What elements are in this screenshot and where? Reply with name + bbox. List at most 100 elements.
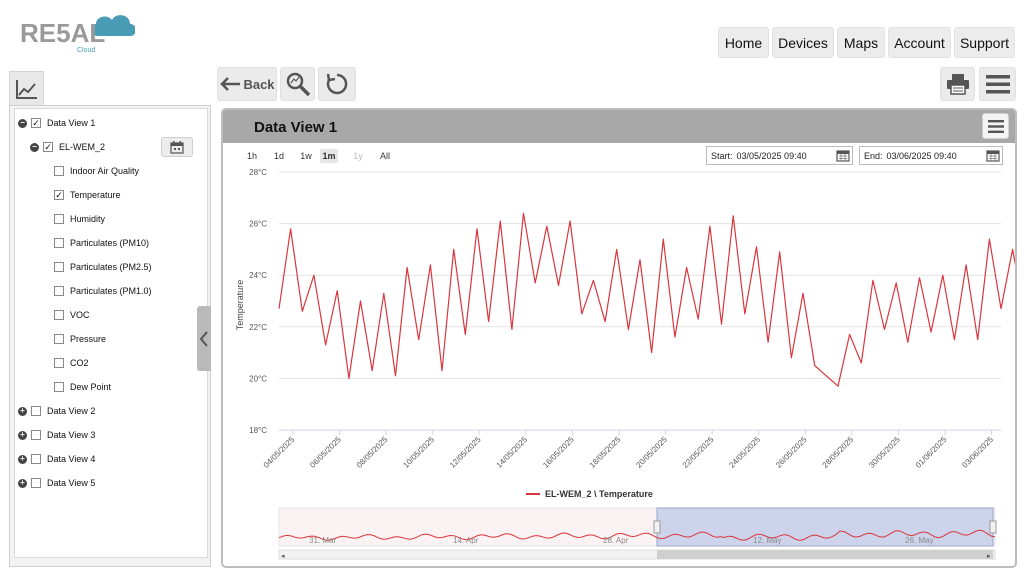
end-value: 03/06/2025 09:40 — [886, 150, 957, 161]
tree-label: Particulates (PM2.5) — [70, 262, 152, 272]
x-tick-label: 06/05/2025 — [308, 435, 343, 470]
scroll-left-arrow[interactable]: ◂ — [281, 553, 285, 560]
chart-view-tab[interactable] — [9, 71, 44, 105]
end-date-field[interactable]: End: 03/06/2025 09:40 — [859, 146, 1003, 165]
main-menu-button[interactable] — [979, 67, 1016, 101]
temperature-chart[interactable]: 28°C 26°C 24°C 22°C 20°C 18°C04/05/2025 06/05/… — [223, 110, 1015, 566]
checkbox[interactable] — [54, 382, 64, 392]
checkbox[interactable] — [54, 262, 64, 272]
checkbox[interactable] — [54, 358, 64, 368]
calendar-icon[interactable] — [836, 149, 850, 162]
checkbox[interactable] — [54, 238, 64, 248]
tree-item-data-view[interactable]: + Data View 2 — [18, 403, 95, 419]
checkbox[interactable] — [54, 166, 64, 176]
tree-item-data-view[interactable]: + Data View 4 — [18, 451, 95, 467]
expand-icon[interactable]: + — [18, 478, 27, 488]
scroll-right-arrow[interactable]: ▸ — [987, 553, 991, 560]
checkbox[interactable] — [31, 454, 41, 464]
tree-item-sensor[interactable]: VOC — [54, 307, 90, 323]
checkbox[interactable] — [31, 430, 41, 440]
tree-item-sensor[interactable]: Pressure — [54, 331, 106, 347]
legend-label: EL-WEM_2 \ Temperature — [545, 489, 653, 499]
navigator-handle[interactable] — [989, 520, 997, 534]
x-tick-label: 10/05/2025 — [401, 435, 436, 470]
tree-item-sensor[interactable]: Dew Point — [54, 379, 111, 395]
checkbox[interactable] — [54, 334, 64, 344]
tree-item-sensor[interactable]: Particulates (PM10) — [54, 235, 149, 251]
tree-label: Particulates (PM1.0) — [70, 286, 152, 296]
checkbox[interactable]: ✓ — [54, 189, 64, 200]
nav-maps[interactable]: Maps — [837, 27, 885, 58]
checkbox[interactable] — [31, 406, 41, 416]
line-chart-icon — [15, 79, 37, 99]
tree-label: Indoor Air Quality — [70, 166, 140, 176]
tree-item-device[interactable]: − ✓ EL-WEM_2 — [30, 139, 105, 155]
start-date-field[interactable]: Start: 03/05/2025 09:40 — [706, 146, 853, 165]
expand-icon[interactable]: + — [18, 406, 27, 416]
print-button[interactable] — [940, 67, 975, 101]
range-button-1m[interactable]: 1m — [320, 149, 338, 163]
tree-item-sensor[interactable]: ✓ Temperature — [54, 187, 121, 203]
checkbox[interactable] — [54, 310, 64, 320]
navigator-label: 26. May — [905, 536, 933, 545]
tree-item-sensor[interactable]: CO2 — [54, 355, 89, 371]
chevron-left-icon — [200, 330, 208, 347]
expand-icon[interactable]: + — [18, 454, 27, 464]
zoom-button[interactable] — [280, 67, 315, 101]
tree-item-sensor[interactable]: Humidity — [54, 211, 105, 227]
tree-label: Data View 1 — [47, 118, 96, 128]
tree-item-data-view[interactable]: + Data View 5 — [18, 475, 95, 491]
checkbox[interactable]: ✓ — [43, 141, 53, 152]
x-tick-label: 12/05/2025 — [448, 435, 483, 470]
panel-menu-button[interactable] — [982, 113, 1009, 139]
refresh-button[interactable] — [318, 67, 356, 101]
device-calendar-button[interactable] — [161, 137, 193, 157]
temperature-series-line[interactable] — [278, 212, 1015, 387]
navigator-selection[interactable] — [656, 507, 994, 547]
x-tick-label: 14/05/2025 — [495, 435, 530, 470]
tree-label: Data View 5 — [47, 478, 96, 488]
x-tick-label: 18/05/2025 — [588, 435, 623, 470]
checkbox[interactable] — [31, 478, 41, 488]
range-button-1d[interactable]: 1d — [273, 151, 284, 161]
navigator-scrollbar-track[interactable] — [278, 549, 996, 560]
calendar-icon[interactable] — [986, 149, 1000, 162]
collapse-icon[interactable]: − — [30, 142, 39, 152]
checkbox[interactable] — [54, 286, 64, 296]
range-button-all[interactable]: All — [379, 151, 390, 161]
range-button-1y[interactable]: 1y — [353, 151, 363, 161]
chart-legend[interactable]: EL-WEM_2 \ Temperature — [526, 489, 653, 499]
tree-item-sensor[interactable]: Particulates (PM1.0) — [54, 283, 152, 299]
collapse-icon[interactable]: − — [18, 118, 27, 128]
navigator-scrollbar-thumb[interactable] — [657, 550, 993, 559]
range-button-1h[interactable]: 1h — [246, 151, 257, 161]
nav-support[interactable]: Support — [954, 27, 1015, 58]
checkbox[interactable]: ✓ — [31, 117, 41, 128]
nav-account[interactable]: Account — [888, 27, 951, 58]
x-tick-label: 28/05/2025 — [821, 435, 856, 470]
x-tick-label: 20/05/2025 — [634, 435, 669, 470]
tree-item-sensor[interactable]: Indoor Air Quality — [54, 163, 139, 179]
tree-item-sensor[interactable]: Particulates (PM2.5) — [54, 259, 152, 275]
x-tick-label: 16/05/2025 — [541, 435, 576, 470]
x-tick-label: 01/06/2025 — [914, 435, 949, 470]
nav-home[interactable]: Home — [718, 27, 769, 58]
panel-header — [223, 110, 1015, 143]
calendar-icon — [170, 140, 184, 154]
tree-item-data-view-1[interactable]: − ✓ Data View 1 — [18, 115, 95, 131]
hamburger-menu-icon — [985, 75, 1010, 94]
tree-label: Temperature — [70, 190, 121, 200]
x-tick-label: 03/06/2025 — [960, 435, 995, 470]
resal-logo[interactable]: RE5AL Cloud — [20, 8, 136, 56]
range-button-1w[interactable]: 1w — [300, 151, 312, 161]
expand-icon[interactable]: + — [18, 430, 27, 440]
panel-collapse-handle[interactable] — [197, 306, 211, 371]
tree-item-data-view[interactable]: + Data View 3 — [18, 427, 95, 443]
tree-label: Particulates (PM10) — [70, 238, 150, 248]
checkbox[interactable] — [54, 214, 64, 224]
back-label: Back — [243, 76, 275, 92]
nav-devices[interactable]: Devices — [772, 27, 834, 58]
y-tick-label: 28°C — [249, 168, 267, 177]
navigator-handle[interactable] — [653, 520, 661, 534]
back-button[interactable]: Back — [217, 67, 277, 101]
